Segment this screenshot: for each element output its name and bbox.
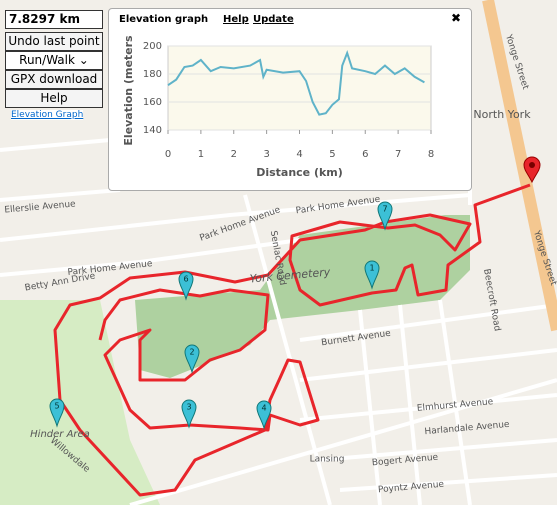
x-tick-label: 3 [263,149,269,160]
elevation-panel: Elevation graph Help Update ✖ 140 160 180 2… [108,8,472,191]
marker-number: 4 [261,404,266,413]
route-marker: 2 [184,344,200,374]
x-tick-label: 8 [428,149,434,160]
undo-button[interactable]: Undo last point [5,32,103,51]
mode-select[interactable]: Run/Walk ⌄ [5,51,103,70]
x-tick-label: 6 [362,149,368,160]
route-marker: 5 [49,398,65,428]
x-tick-label: 7 [395,149,401,160]
marker-pin [178,271,194,301]
marker-number: 5 [54,402,59,411]
marker-number: 3 [186,403,191,412]
y-tick-label: 160 [143,97,162,108]
map-label: Beecroft Road [481,268,502,332]
streets [0,40,557,505]
route [53,183,531,497]
distance: 7.8297 km [5,10,103,29]
y-tick-label: 180 [143,69,162,80]
route-marker: 3 [181,399,197,429]
y-tick-label: 140 [143,125,162,136]
plot-area [167,45,432,131]
marker-pin [364,260,380,290]
end-pin [523,156,541,184]
yonge-street [482,0,557,332]
route-marker: 1 [364,260,380,290]
map-label: Hinder Area [30,429,90,440]
map-label: Lansing [310,455,345,465]
gpx-button[interactable]: GPX download [5,70,103,89]
map-label: Harlandale Avenue [424,420,510,437]
panel-help[interactable]: Help [223,14,249,25]
elevation-line [167,50,425,116]
marker-number: 2 [189,348,194,357]
x-tick-label: 2 [231,149,237,160]
marker-number: 6 [183,275,188,284]
marker-number: 1 [369,264,374,273]
cemetery [135,215,470,378]
marker-pin [49,398,65,428]
elevation-link[interactable]: Elevation Graph [11,110,84,120]
x-tick-label: 0 [165,149,171,160]
help-button[interactable]: Help [5,89,103,108]
route-marker: 4 [256,400,272,430]
map-label: Ellerslie Avenue [4,199,77,215]
route-marker: 7 [377,201,393,231]
y-tick-label: 200 [143,41,162,52]
marker-pin [181,399,197,429]
park [0,300,160,505]
x-tick-label: 5 [329,149,335,160]
map-label: Poyntz Avenue [378,480,445,496]
x-axis-label: Distance (km) [256,166,343,179]
elevation-chart: 140 160 180 200 0 1 2 3 4 5 6 7 8 Distance (km) Elevat… [122,35,434,179]
panel-close[interactable]: ✖ [451,11,462,25]
marker-pin [256,400,272,430]
marker-pin [184,344,200,374]
y-axis-label: Elevation (meters) [122,35,135,146]
map-label: North York [473,108,531,121]
map-label: Park Home Avenue [295,195,381,217]
map-label: Betty Ann Drive [24,271,96,293]
panel-title: Elevation graph [119,14,209,25]
x-tick-label: 1 [198,149,204,160]
marker-number: 7 [382,205,387,214]
marker-pin [377,201,393,231]
x-tick-label: 4 [296,149,302,160]
route-marker: 6 [178,271,194,301]
mode-text: Run/Walk [19,53,75,67]
panel-update[interactable]: Update [253,14,294,25]
